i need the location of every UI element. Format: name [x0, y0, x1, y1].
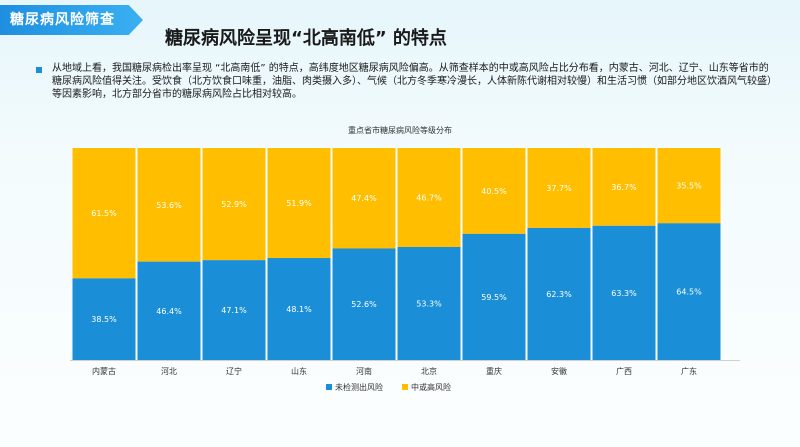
bar-high-risk — [202, 148, 266, 261]
data-label-no-risk: 63.3% — [611, 289, 637, 298]
bar-high-risk — [462, 148, 526, 234]
x-tick-label: 山东 — [291, 366, 307, 376]
legend-swatch-high-risk — [402, 384, 408, 390]
x-tick-label: 河南 — [356, 366, 372, 376]
data-label-high-risk: 47.4% — [351, 194, 377, 203]
x-tick-label: 安徽 — [551, 366, 567, 376]
bar-no-risk — [397, 247, 461, 360]
data-label-no-risk: 53.3% — [416, 300, 442, 309]
bar-no-risk — [202, 260, 266, 360]
bar-no-risk — [137, 261, 201, 360]
bar-high-risk — [592, 148, 656, 226]
data-label-high-risk: 37.7% — [546, 184, 572, 193]
data-label-high-risk: 61.5% — [91, 209, 117, 218]
x-tick-label: 广西 — [616, 366, 632, 376]
bar-high-risk — [332, 148, 396, 249]
data-label-no-risk: 62.3% — [546, 290, 572, 299]
x-tick-label: 北京 — [421, 366, 437, 376]
data-label-no-risk: 48.1% — [286, 305, 312, 314]
data-label-high-risk: 35.5% — [676, 182, 702, 191]
data-label-high-risk: 36.7% — [611, 183, 637, 192]
page-title: 糖尿病风险呈现“北高南低” 的特点 — [165, 28, 447, 49]
bar-high-risk — [72, 148, 136, 279]
data-label-no-risk: 52.6% — [351, 300, 377, 309]
risk-distribution-chart: 重点省市糖尿病风险等级分布 61.5% 38.5% 内蒙古 53.6% 46.4% 河北 52… — [70, 125, 740, 392]
data-label-no-risk: 38.5% — [91, 315, 117, 324]
data-label-no-risk: 46.4% — [156, 307, 182, 316]
data-label-no-risk: 47.1% — [221, 306, 247, 315]
legend-swatch-no-risk — [326, 384, 332, 390]
x-tick-label: 内蒙古 — [92, 366, 116, 376]
bar-high-risk — [657, 148, 721, 224]
bar-no-risk — [462, 233, 526, 360]
legend-label-no-risk: 未检测出风险 — [335, 382, 383, 392]
section-badge: 糖尿病风险筛查 — [0, 5, 143, 35]
x-tick-label: 辽宁 — [226, 366, 242, 376]
bar-no-risk — [657, 223, 721, 360]
legend-label-high-risk: 中或高风险 — [411, 382, 451, 392]
x-tick-label: 河北 — [161, 366, 177, 376]
data-label-no-risk: 59.5% — [481, 293, 507, 302]
data-label-high-risk: 46.7% — [416, 194, 442, 203]
bar-high-risk — [527, 148, 591, 228]
bar-no-risk — [527, 227, 591, 360]
bullet-square-icon — [36, 67, 42, 73]
chart-title: 重点省市糖尿病风险等级分布 — [348, 125, 452, 135]
description-block: 从地域上看，我国糖尿病检出率呈现 “北高南低” 的特点，高纬度地区糖尿病风险偏高… — [24, 62, 784, 101]
x-tick-label: 重庆 — [486, 366, 502, 376]
bar-high-risk — [137, 148, 201, 262]
x-tick-label: 广东 — [681, 366, 697, 376]
bar-high-risk — [267, 148, 331, 259]
data-label-high-risk: 40.5% — [481, 187, 507, 196]
description-text: 从地域上看，我国糖尿病检出率呈现 “北高南低” 的特点，高纬度地区糖尿病风险偏高… — [52, 63, 772, 100]
bar-high-risk — [397, 148, 461, 248]
bar-no-risk — [592, 225, 656, 360]
bar-no-risk — [332, 248, 396, 360]
data-label-high-risk: 53.6% — [156, 201, 182, 210]
data-label-high-risk: 52.9% — [221, 200, 247, 209]
bar-no-risk — [72, 278, 136, 360]
bar-no-risk — [267, 258, 331, 360]
data-label-no-risk: 64.5% — [676, 288, 702, 297]
data-label-high-risk: 51.9% — [286, 199, 312, 208]
